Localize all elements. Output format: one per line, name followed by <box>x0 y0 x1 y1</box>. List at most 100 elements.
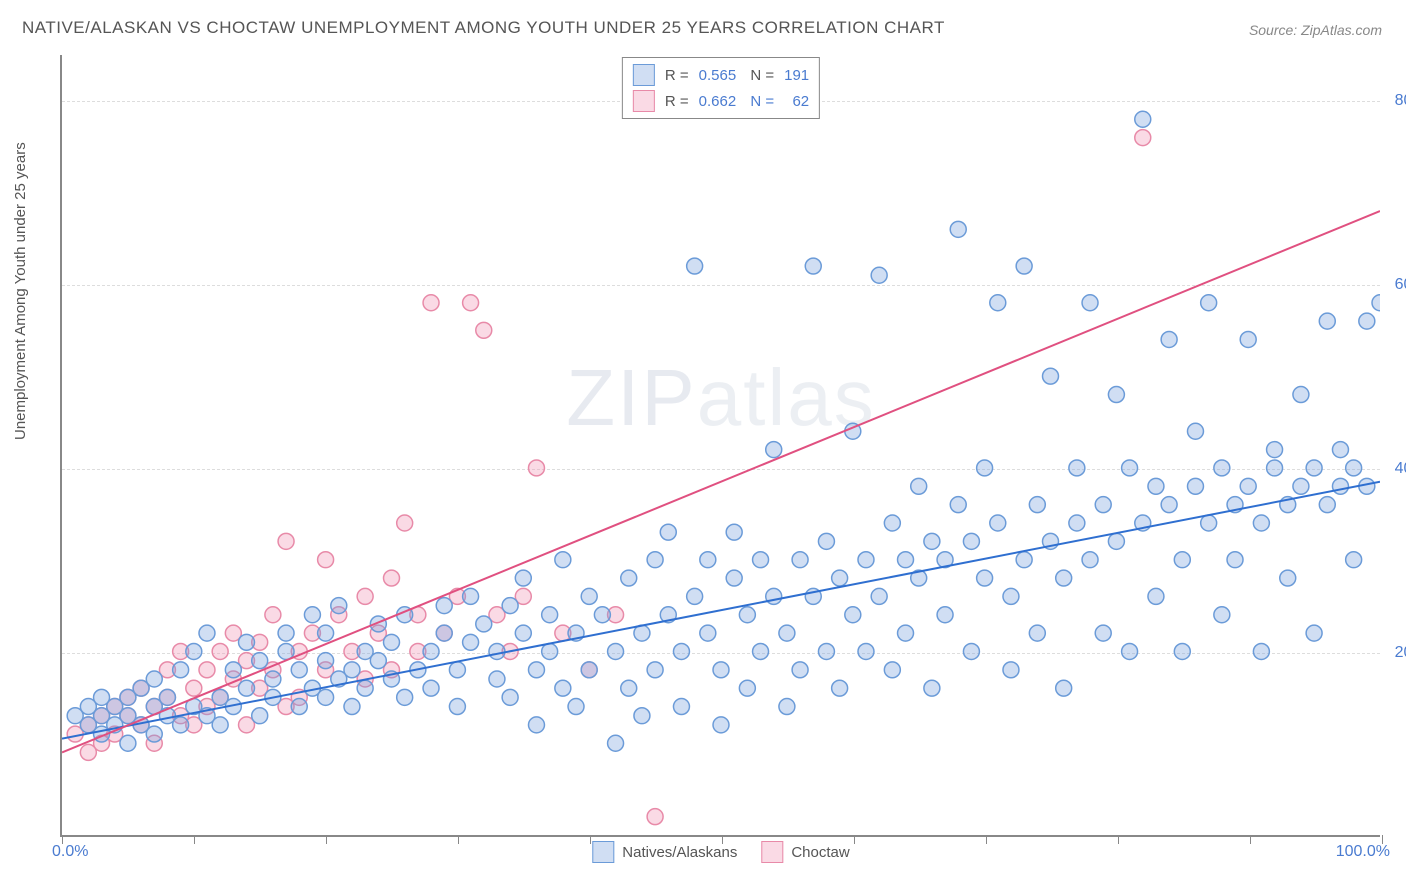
data-point <box>726 570 742 586</box>
data-point <box>1293 478 1309 494</box>
data-point <box>318 625 334 641</box>
data-point <box>1108 387 1124 403</box>
data-point <box>252 708 268 724</box>
data-point <box>1253 643 1269 659</box>
data-point <box>1267 442 1283 458</box>
data-point <box>700 625 716 641</box>
data-point <box>608 643 624 659</box>
data-point <box>608 735 624 751</box>
data-point <box>753 552 769 568</box>
data-point <box>1095 497 1111 513</box>
data-point <box>1161 497 1177 513</box>
data-point <box>239 680 255 696</box>
x-axis-min-label: 0.0% <box>52 843 88 861</box>
data-point <box>318 653 334 669</box>
data-point <box>621 570 637 586</box>
data-point <box>384 570 400 586</box>
n-value-natives: 191 <box>784 67 809 84</box>
data-point <box>528 662 544 678</box>
data-point <box>265 671 281 687</box>
data-point <box>1306 625 1322 641</box>
data-point <box>726 524 742 540</box>
data-point <box>1240 478 1256 494</box>
data-point <box>1187 423 1203 439</box>
correlation-legend: R = 0.565 N = 191 R = 0.662 N = 62 <box>622 57 820 119</box>
data-point <box>647 552 663 568</box>
data-point <box>1359 313 1375 329</box>
data-point <box>423 680 439 696</box>
data-point <box>318 689 334 705</box>
legend-swatch-natives <box>633 64 655 86</box>
data-point <box>397 515 413 531</box>
legend-row: R = 0.565 N = 191 <box>633 62 809 88</box>
data-point <box>278 533 294 549</box>
legend-row: R = 0.662 N = 62 <box>633 88 809 114</box>
data-point <box>818 533 834 549</box>
data-point <box>1372 295 1380 311</box>
data-point <box>739 607 755 623</box>
data-point <box>792 552 808 568</box>
data-point <box>1293 387 1309 403</box>
data-point <box>884 515 900 531</box>
data-point <box>1122 643 1138 659</box>
data-point <box>291 662 307 678</box>
data-point <box>977 570 993 586</box>
data-point <box>1108 533 1124 549</box>
source-attribution: Source: ZipAtlas.com <box>1249 22 1382 38</box>
data-point <box>634 708 650 724</box>
data-point <box>937 607 953 623</box>
data-point <box>291 699 307 715</box>
data-point <box>779 699 795 715</box>
scatter-svg <box>62 55 1380 835</box>
data-point <box>1003 662 1019 678</box>
data-point <box>370 653 386 669</box>
data-point <box>449 699 465 715</box>
legend-swatch-natives-icon <box>592 841 614 863</box>
data-point <box>159 689 175 705</box>
data-point <box>1332 442 1348 458</box>
data-point <box>344 699 360 715</box>
data-point <box>1016 258 1032 274</box>
data-point <box>1240 331 1256 347</box>
data-point <box>1003 588 1019 604</box>
data-point <box>792 662 808 678</box>
data-point <box>713 662 729 678</box>
data-point <box>871 588 887 604</box>
r-value-natives: 0.565 <box>699 67 737 84</box>
data-point <box>924 680 940 696</box>
data-point <box>1319 497 1335 513</box>
data-point <box>1161 331 1177 347</box>
y-tick-label: 40.0% <box>1395 460 1406 478</box>
data-point <box>581 662 597 678</box>
legend-label: Choctaw <box>791 844 849 861</box>
data-point <box>528 460 544 476</box>
data-point <box>898 552 914 568</box>
data-point <box>911 478 927 494</box>
data-point <box>555 552 571 568</box>
data-point <box>542 643 558 659</box>
data-point <box>1069 460 1085 476</box>
data-point <box>252 653 268 669</box>
data-point <box>753 643 769 659</box>
data-point <box>568 699 584 715</box>
data-point <box>1135 111 1151 127</box>
data-point <box>739 680 755 696</box>
data-point <box>502 689 518 705</box>
data-point <box>1346 552 1362 568</box>
data-point <box>1174 643 1190 659</box>
data-point <box>805 258 821 274</box>
data-point <box>384 634 400 650</box>
y-tick-label: 20.0% <box>1395 644 1406 662</box>
data-point <box>1056 680 1072 696</box>
data-point <box>304 607 320 623</box>
data-point <box>845 607 861 623</box>
data-point <box>963 643 979 659</box>
data-point <box>647 662 663 678</box>
data-point <box>766 442 782 458</box>
data-point <box>963 533 979 549</box>
data-point <box>1280 570 1296 586</box>
y-tick-label: 60.0% <box>1395 276 1406 294</box>
data-point <box>1346 460 1362 476</box>
data-point <box>397 689 413 705</box>
data-point <box>502 598 518 614</box>
